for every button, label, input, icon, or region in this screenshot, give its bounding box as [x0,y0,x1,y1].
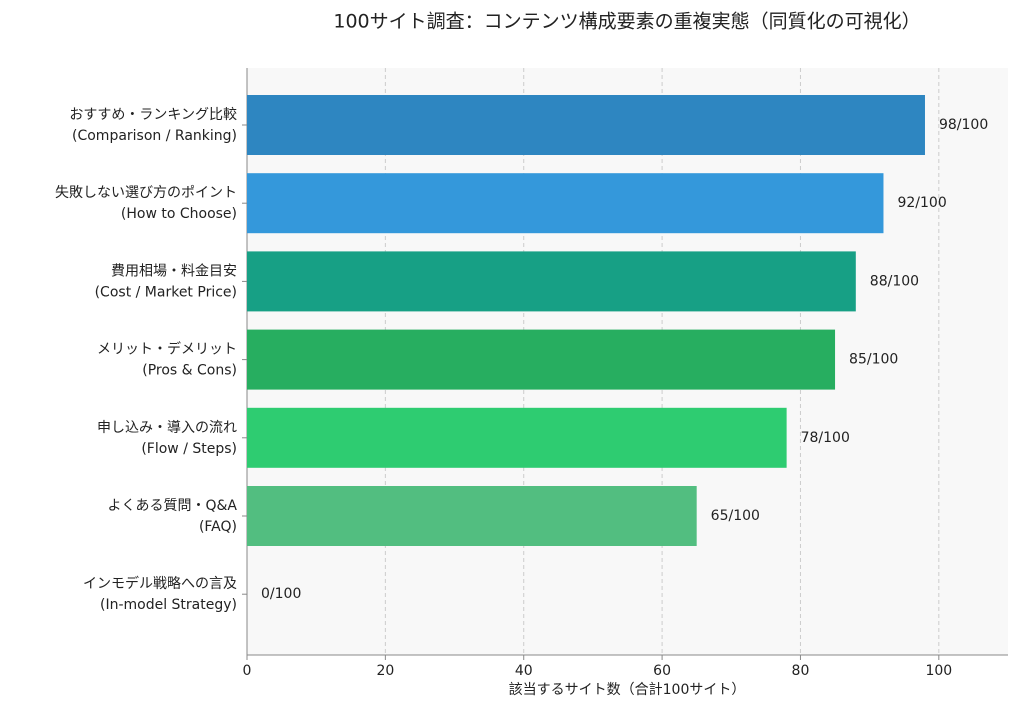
x-tick-label: 80 [792,663,810,679]
value-label: 92/100 [897,195,946,211]
y-tick-label: (Pros & Cons) [142,363,237,379]
y-tick-label: メリット・デメリット [97,341,237,358]
value-label: 0/100 [261,586,301,602]
chart-title: 100サイト調査：コンテンツ構成要素の重複実態（同質化の可視化） [333,11,920,33]
bar [247,95,925,155]
y-tick-label: 失敗しない選び方のポイント [55,185,237,201]
bar [247,173,884,234]
x-tick-label: 60 [653,663,671,679]
bar [247,329,836,390]
y-tick-label: (In-model Strategy) [100,597,237,613]
y-tick-label: (Cost / Market Price) [95,284,237,300]
y-tick-label: (How to Choose) [121,206,237,222]
value-label: 65/100 [711,508,760,524]
value-label: 78/100 [801,430,850,446]
value-label: 85/100 [849,352,898,368]
y-tick-label: (Comparison / Ranking) [72,128,237,144]
y-tick-label: 費用相場・料金目安 [111,263,237,279]
x-axis-label: 該当するサイト数（合計100サイト） [509,682,746,698]
bar [247,251,856,312]
x-tick-label: 20 [376,663,394,679]
y-tick-label: おすすめ・ランキング比較 [69,107,237,123]
x-tick-label: 40 [515,663,533,679]
y-tick-label: よくある質問・Q&A [107,498,237,514]
bar [247,407,787,468]
x-tick-label: 100 [925,663,952,679]
x-tick-label: 0 [243,663,252,679]
y-tick-label: インモデル戦略への言及 [83,575,237,592]
y-tick-label: 申し込み・導入の流れ [97,420,237,436]
bar [247,486,697,546]
y-tick-label: (FAQ) [199,519,237,535]
value-label: 98/100 [939,117,988,133]
value-label: 88/100 [870,273,919,289]
y-tick-label: (Flow / Steps) [141,441,237,457]
